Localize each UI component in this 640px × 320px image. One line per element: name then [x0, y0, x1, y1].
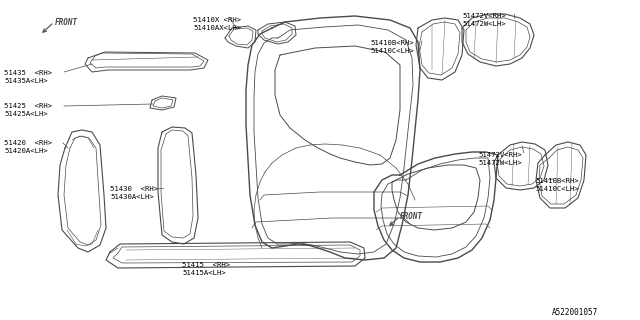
Text: 51410B<RH>
51410C<LH>: 51410B<RH> 51410C<LH>	[370, 40, 413, 54]
Text: 51435  <RH>
51435A<LH>: 51435 <RH> 51435A<LH>	[4, 70, 52, 84]
Text: 51410B<RH>
51410C<LH>: 51410B<RH> 51410C<LH>	[535, 178, 579, 192]
Text: 51425  <RH>
51425A<LH>: 51425 <RH> 51425A<LH>	[4, 103, 52, 117]
Text: 51472V<RH>
51472W<LH>: 51472V<RH> 51472W<LH>	[478, 152, 522, 166]
Text: 51410X <RH>
51410AX<LH>: 51410X <RH> 51410AX<LH>	[193, 17, 241, 31]
Text: A522001057: A522001057	[552, 308, 598, 317]
Text: 51420  <RH>
51420A<LH>: 51420 <RH> 51420A<LH>	[4, 140, 52, 154]
Text: FRONT: FRONT	[55, 18, 78, 27]
Text: 51472V<RH>
51472W<LH>: 51472V<RH> 51472W<LH>	[462, 13, 506, 27]
Text: 51430  <RH>
51430A<LH>: 51430 <RH> 51430A<LH>	[110, 186, 158, 200]
Text: FRONT: FRONT	[400, 212, 423, 221]
Text: 51415  <RH>
51415A<LH>: 51415 <RH> 51415A<LH>	[182, 262, 230, 276]
